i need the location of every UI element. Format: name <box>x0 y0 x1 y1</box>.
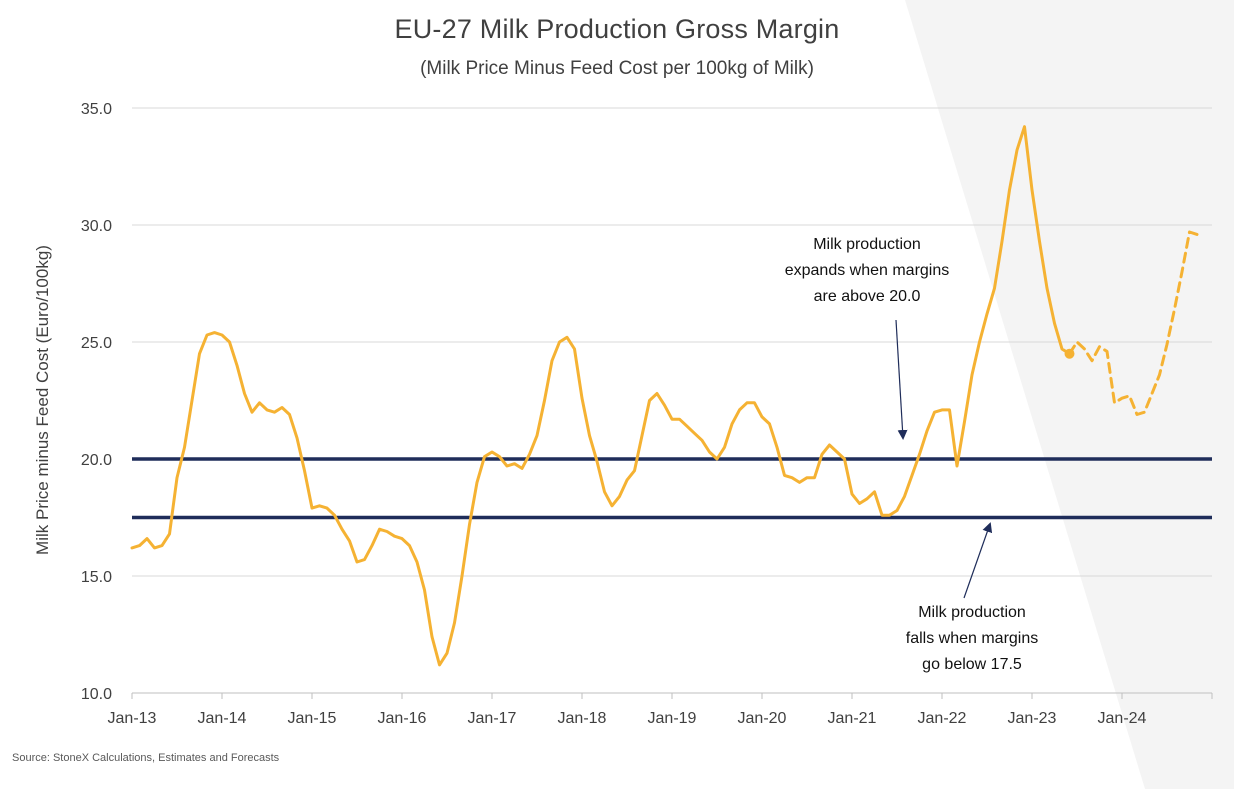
x-tick-label: Jan-15 <box>288 710 337 727</box>
chart-title: EU-27 Milk Production Gross Margin <box>394 14 840 44</box>
gridlines <box>132 107 1212 694</box>
x-tick-label: Jan-16 <box>378 710 427 727</box>
series-group <box>130 125 1199 667</box>
y-tick-label: 35.0 <box>81 101 112 118</box>
annotation-text-line: falls when margins <box>906 630 1039 647</box>
x-axis-ticks: Jan-13 Jan-14 Jan-15 Jan-16 Jan-17 Jan-18 Jan-… <box>108 693 1213 727</box>
annotation-text-line: go below 17.5 <box>922 656 1022 673</box>
annotation-text-line: expands when margins <box>785 262 950 279</box>
source-note: Source: StoneX Calculations, Estimates a… <box>12 752 280 764</box>
y-tick-label: 10.0 <box>81 686 112 703</box>
y-tick-label: 25.0 <box>81 335 112 352</box>
x-tick-label: Jan-14 <box>198 710 247 727</box>
x-tick-label: Jan-19 <box>648 710 697 727</box>
x-tick-label: Jan-18 <box>558 710 607 727</box>
annotation-text-line: Milk production <box>918 604 1026 621</box>
forecast-series-line <box>1068 230 1199 416</box>
x-tick-label: Jan-20 <box>738 710 787 727</box>
annotation-arrow <box>895 319 908 440</box>
y-tick-label: 30.0 <box>81 218 112 235</box>
y-axis-ticks: 10.0 15.0 20.0 25.0 30.0 35.0 <box>81 101 112 703</box>
y-tick-label: 15.0 <box>81 569 112 586</box>
annotations: Milk production expands when margins are a… <box>785 236 1039 673</box>
y-axis-label: Milk Price minus Feed Cost (Euro/100kg) <box>33 245 52 555</box>
annotation-text-line: Milk production <box>813 236 921 253</box>
annotation-arrow <box>963 522 993 599</box>
x-tick-label: Jan-22 <box>918 710 967 727</box>
annotation-text-line: are above 20.0 <box>814 288 921 305</box>
series-point-marker <box>1064 348 1075 359</box>
reference-lines <box>132 457 1212 520</box>
actual-series-line <box>130 125 1071 667</box>
chart-subtitle: (Milk Price Minus Feed Cost per 100kg of… <box>420 58 814 79</box>
x-tick-label: Jan-24 <box>1098 710 1147 727</box>
x-tick-label: Jan-23 <box>1008 710 1057 727</box>
y-tick-label: 20.0 <box>81 452 112 469</box>
x-tick-label: Jan-17 <box>468 710 517 727</box>
x-tick-label: Jan-13 <box>108 710 157 727</box>
x-tick-label: Jan-21 <box>828 710 877 727</box>
